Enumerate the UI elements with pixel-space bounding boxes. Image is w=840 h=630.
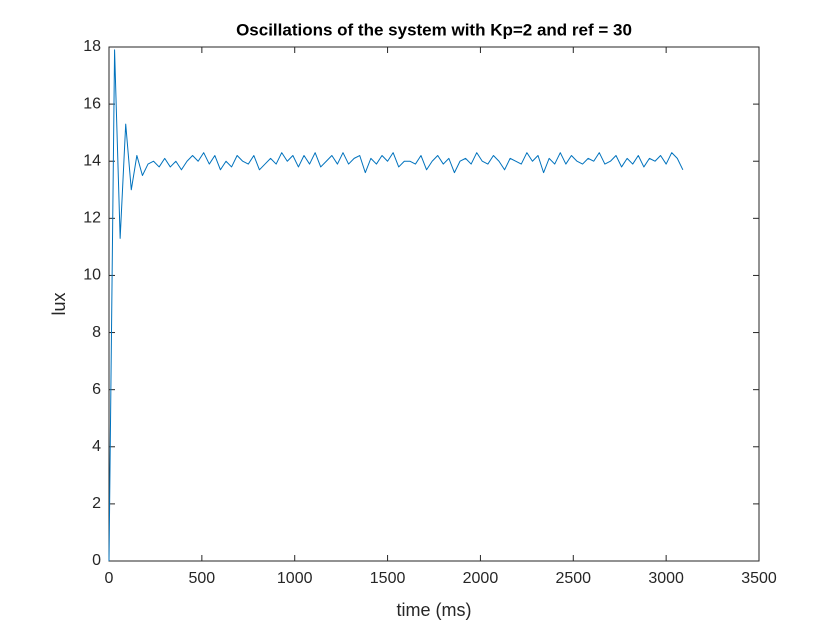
- x-tick-label: 2500: [555, 570, 591, 587]
- x-tick-label: 3500: [741, 570, 777, 587]
- y-axis-label: lux: [49, 292, 69, 315]
- y-tick-label: 14: [83, 152, 101, 169]
- y-tick-label: 12: [83, 210, 101, 227]
- y-tick-label: 2: [92, 495, 101, 512]
- y-tick-label: 6: [92, 381, 101, 398]
- plot-frame: [108, 46, 760, 562]
- x-tick-label: 500: [189, 570, 216, 587]
- y-tick-label: 0: [92, 552, 101, 569]
- x-tick-label: 1000: [277, 570, 313, 587]
- x-tick-label: 2000: [463, 570, 499, 587]
- x-tick-label: 0: [105, 570, 114, 587]
- x-tick-label: 1500: [370, 570, 406, 587]
- y-tick-label: 4: [92, 438, 101, 455]
- data-line: [108, 49, 684, 562]
- y-tick-label: 10: [83, 267, 101, 284]
- y-tick-label: 18: [83, 38, 101, 55]
- y-tick-label: 16: [83, 95, 101, 112]
- x-tick-label: 3000: [648, 570, 684, 587]
- y-tick-label: 8: [92, 324, 101, 341]
- x-axis-label: time (ms): [397, 600, 472, 620]
- chart-title: Oscillations of the system with Kp=2 and…: [236, 20, 632, 39]
